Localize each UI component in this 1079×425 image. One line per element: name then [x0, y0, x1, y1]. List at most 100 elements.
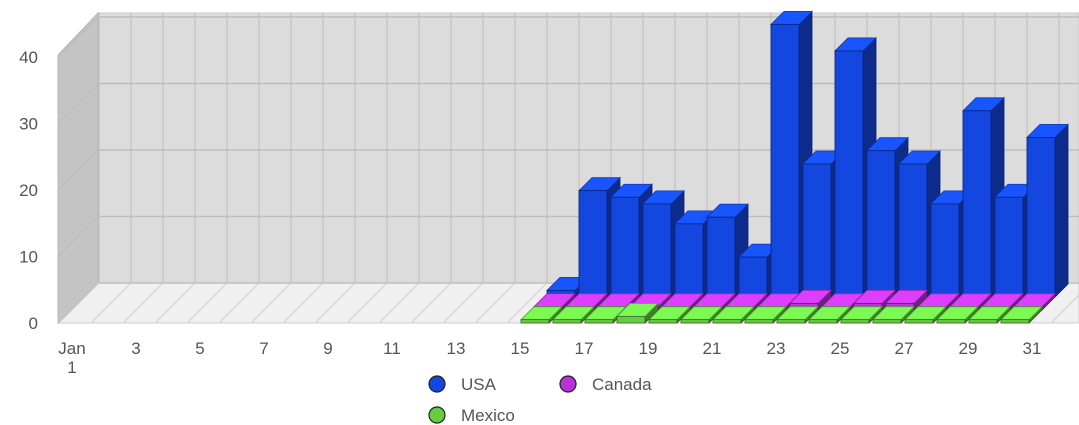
bar-front: [1000, 319, 1030, 324]
x-tick-label: 11: [383, 339, 401, 358]
bar-front: [808, 319, 838, 324]
bars: [520, 10, 1069, 324]
legend-label: Canada: [592, 375, 652, 394]
bar-side: [1054, 123, 1069, 298]
bar-mexico: [520, 305, 563, 324]
bar-front: [610, 196, 640, 298]
bar-front: [552, 319, 582, 324]
legend-item-canada[interactable]: Canada: [559, 375, 652, 394]
y-axis-ticks: 0 10 20 30 40: [19, 48, 38, 333]
bar-mexico: [616, 302, 659, 324]
x-tick-label: 3: [131, 339, 140, 358]
x-tick-label: 7: [259, 339, 268, 358]
bar-front: [584, 319, 614, 324]
bar-mexico: [1000, 305, 1043, 324]
floor-line: [122, 282, 164, 324]
x-tick-label: 25: [831, 339, 850, 358]
bar-mexico: [680, 305, 723, 324]
x-tick-label: 5: [195, 339, 204, 358]
gridline-wall: [57, 16, 99, 58]
bar-mexico: [648, 305, 691, 324]
gridline-wall: [57, 149, 99, 191]
y-tick-label: 20: [19, 181, 38, 200]
x-tick-label: Jan: [58, 339, 85, 358]
floor-line: [250, 282, 292, 324]
floor-line: [218, 282, 260, 324]
legend-item-usa[interactable]: USA: [428, 375, 497, 394]
bar-front: [898, 163, 928, 298]
x-tick-label: 19: [639, 339, 658, 358]
legend-marker: [428, 406, 446, 424]
bar-usa: [1026, 123, 1069, 298]
bar-front: [770, 23, 800, 298]
gridline-wall: [57, 215, 99, 258]
y-tick-label: 40: [19, 48, 38, 67]
y-tick-label: 10: [19, 248, 38, 267]
bar-mexico: [936, 305, 979, 324]
floor-line: [186, 282, 228, 324]
bar-front: [680, 319, 710, 324]
x-tick-label: 17: [575, 339, 594, 358]
bar-front: [994, 196, 1024, 298]
bar-front: [802, 163, 832, 298]
legend-marker: [428, 375, 446, 393]
bar-front: [840, 319, 870, 324]
y-tick-label: 30: [19, 115, 38, 134]
legend-label: Mexico: [461, 406, 515, 425]
floor-line: [282, 282, 324, 324]
x-tick-label: 15: [511, 339, 530, 358]
legend-marker: [559, 375, 577, 393]
bar-front: [834, 50, 864, 298]
bar-mexico: [808, 305, 851, 324]
legend[interactable]: USA Canada Mexico: [428, 375, 652, 425]
y-tick-label: 0: [29, 314, 38, 333]
bar-front: [674, 223, 704, 298]
bar-front: [744, 319, 774, 324]
floor-line: [442, 282, 484, 324]
bar-usa: [770, 10, 813, 298]
bar-front: [642, 203, 672, 298]
bar-front: [738, 256, 768, 298]
bar-mexico: [552, 305, 595, 324]
floor-line: [154, 282, 196, 324]
floor-line: [1050, 294, 1079, 324]
floor-line: [410, 282, 452, 324]
bar-usa: [706, 203, 749, 298]
bar-mexico: [744, 305, 787, 324]
floor-line: [506, 282, 548, 324]
bar-front: [962, 110, 992, 298]
bar-front: [578, 190, 608, 298]
floor-line: [90, 282, 132, 324]
x-tick-label: 27: [895, 339, 914, 358]
legend-item-mexico[interactable]: Mexico: [428, 406, 515, 425]
bar-mexico: [840, 305, 883, 324]
floor-line: [378, 282, 420, 324]
bar-front: [648, 319, 678, 324]
bar-front: [712, 319, 742, 324]
x-tick-label: 29: [959, 339, 978, 358]
bar-front: [936, 319, 966, 324]
x-tick-label: 9: [323, 339, 332, 358]
bar-mexico: [872, 305, 915, 324]
gridline-wall: [57, 282, 99, 324]
bar-front: [968, 319, 998, 324]
bar-front: [706, 216, 736, 298]
bar-usa: [834, 36, 877, 298]
gridline-wall: [57, 82, 99, 125]
bar-front: [866, 150, 896, 298]
x-tick-label: 21: [703, 339, 722, 358]
x-tick-label: 23: [767, 339, 786, 358]
bar-mexico: [712, 305, 755, 324]
chart-left-wall: [57, 11, 99, 325]
x-tick-label: 13: [447, 339, 466, 358]
bar-front: [904, 319, 934, 324]
bar-mexico: [776, 305, 819, 324]
bar-front: [616, 315, 646, 324]
bar-front: [776, 319, 806, 324]
floor-line: [58, 282, 100, 324]
x-tick-label: 31: [1023, 339, 1042, 358]
bar-usa: [962, 96, 1005, 298]
bar-front: [520, 319, 550, 324]
